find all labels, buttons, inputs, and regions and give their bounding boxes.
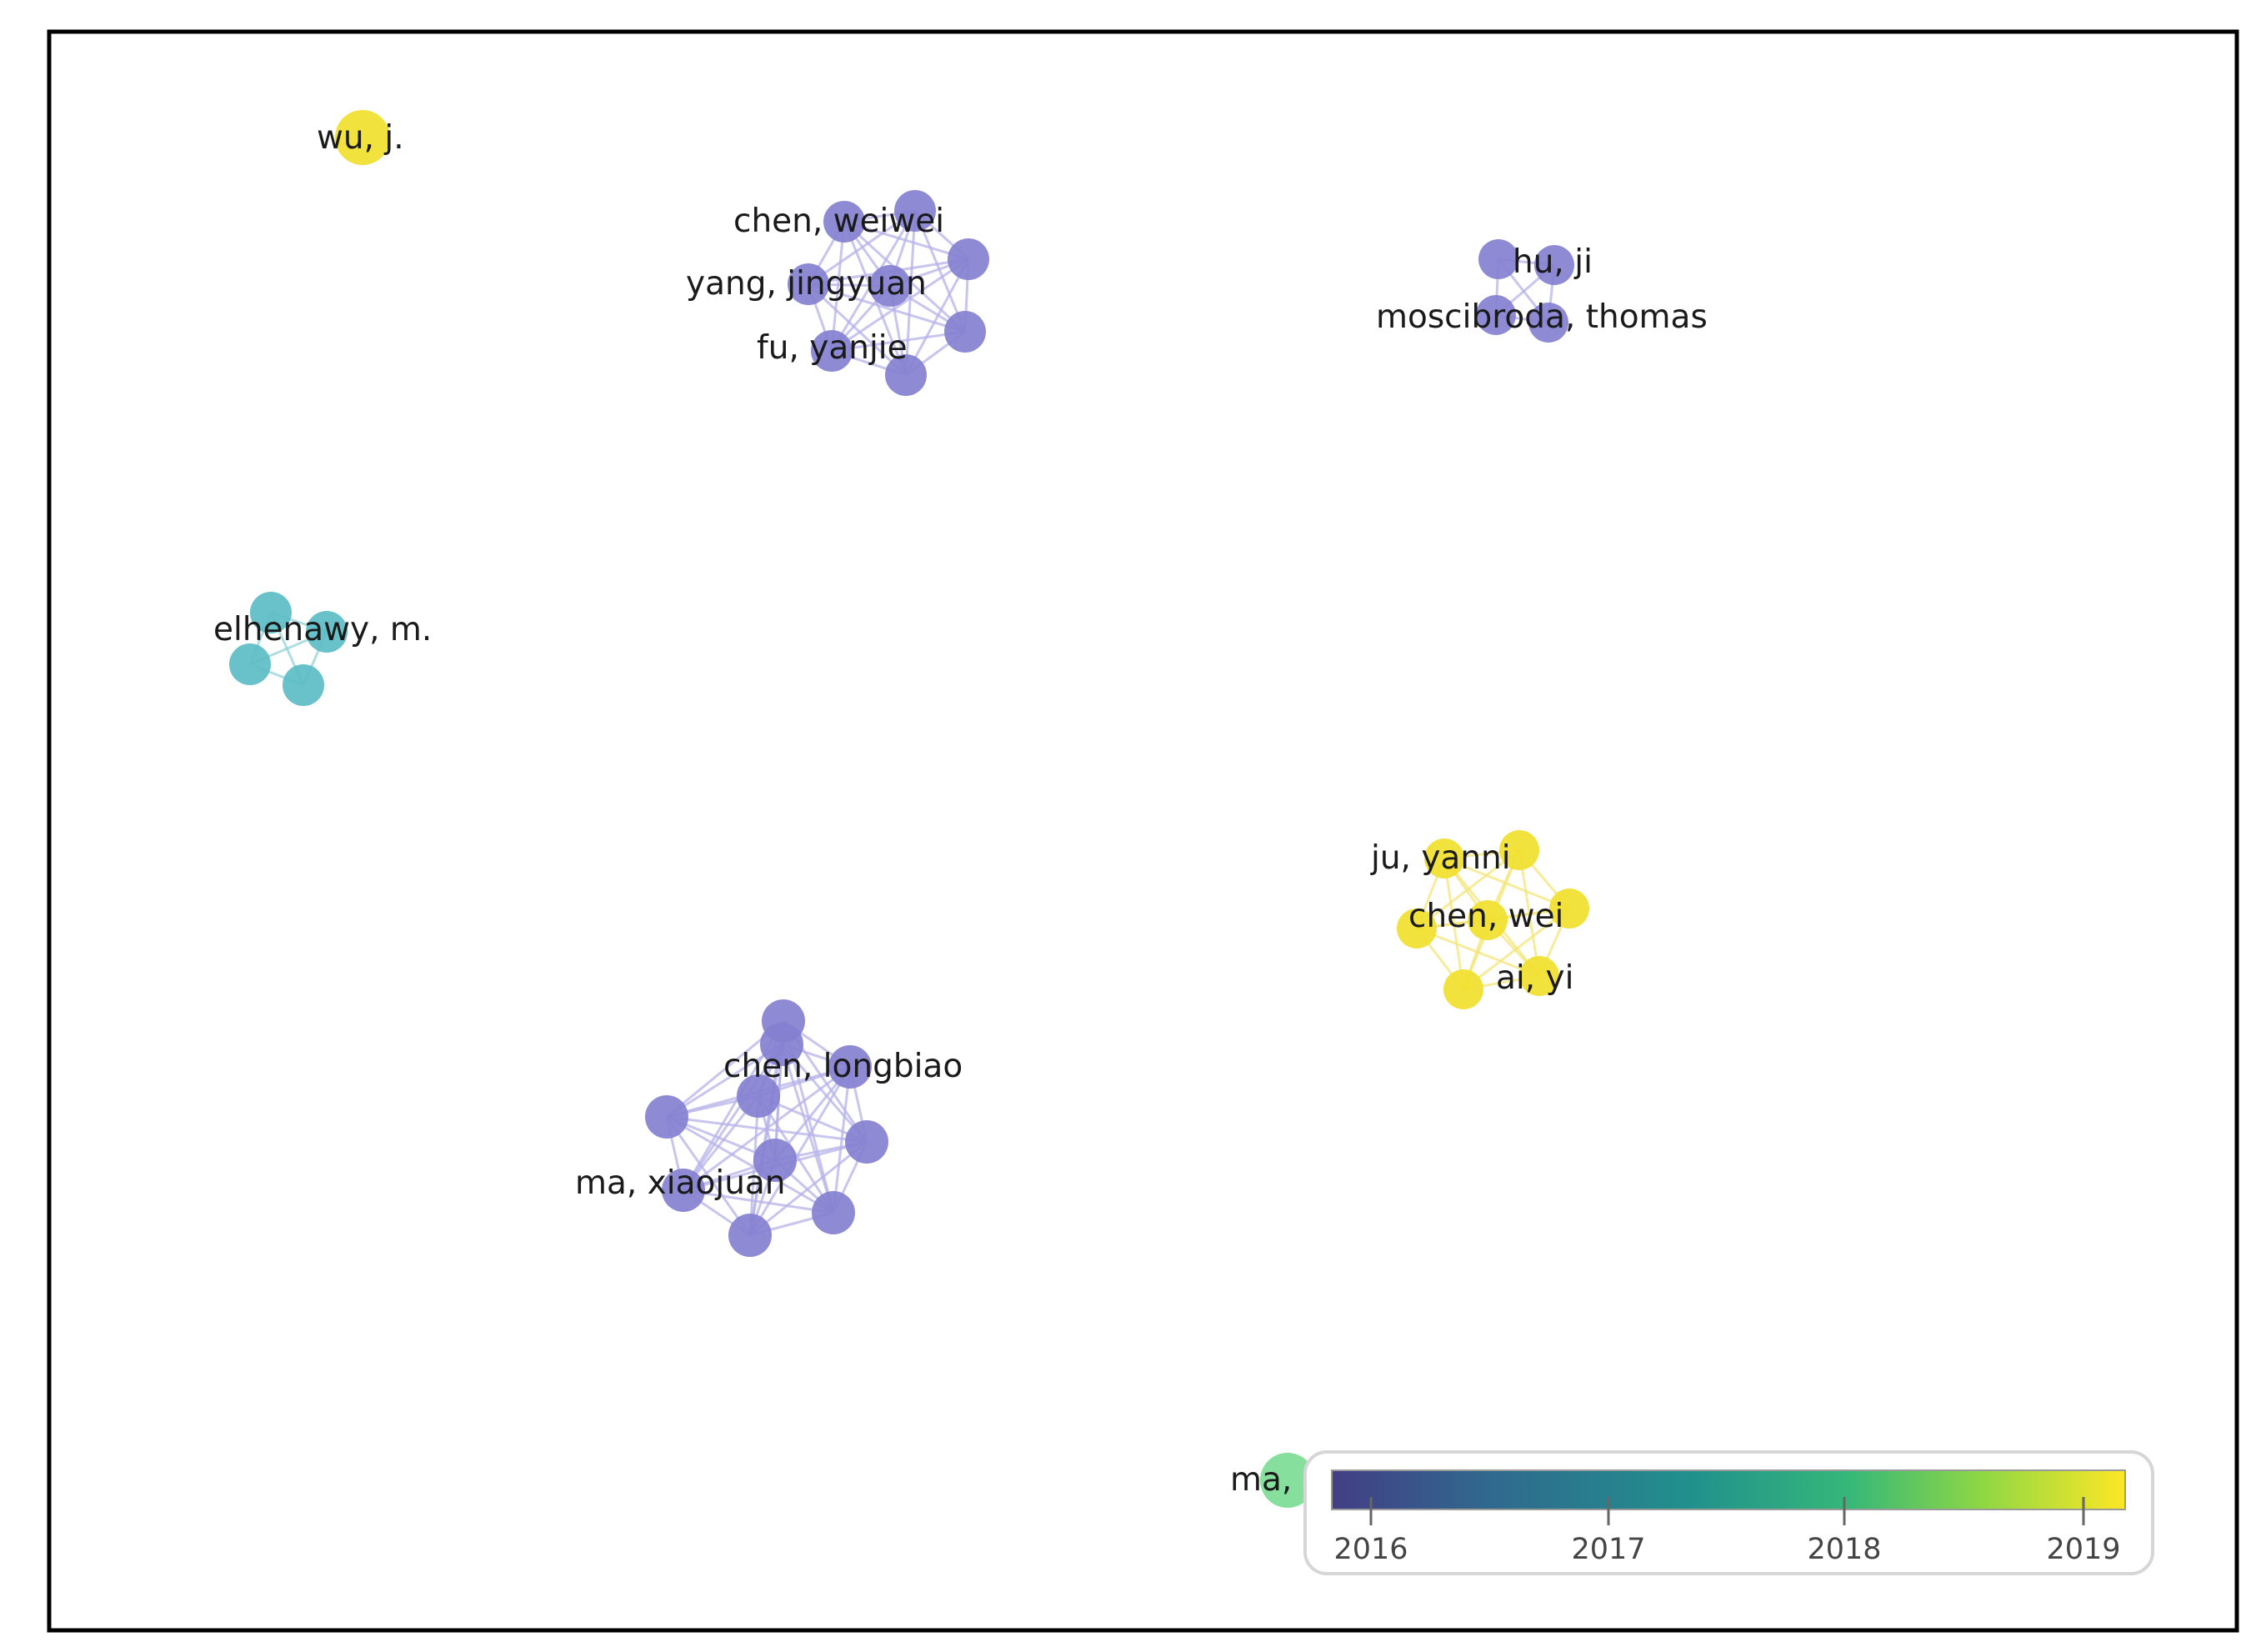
coauthor-link xyxy=(1463,907,1570,991)
node-weiwei-cluster[interactable] xyxy=(948,238,989,280)
node-label-ma-xiaojuan[interactable]: ma, xiaojuan xyxy=(575,1164,786,1202)
node-longbiao-cluster[interactable] xyxy=(645,1095,688,1139)
node-label-ju-yanni[interactable]: ju, yanni xyxy=(1370,839,1511,877)
node-ma-x[interactable] xyxy=(1260,1453,1315,1508)
node-chenwei-cluster[interactable] xyxy=(1468,900,1508,940)
year-legend: 2016 2017 2018 2019 xyxy=(1303,1450,2154,1575)
coauthor-link xyxy=(1416,849,1520,930)
coauthor-link xyxy=(666,1115,834,1214)
node-hu-cluster[interactable] xyxy=(1476,295,1516,335)
coauthor-link xyxy=(904,210,917,376)
node-elhenawy-cluster[interactable] xyxy=(250,592,292,633)
coauthor-link xyxy=(748,1066,852,1236)
node-longbiao-cluster[interactable] xyxy=(762,999,805,1043)
node-label-chen-longbiao[interactable]: chen, longbiao xyxy=(723,1048,963,1085)
node-label-elhenawy-m[interactable]: elhenawy, m. xyxy=(213,611,432,648)
node-chenwei-cluster[interactable] xyxy=(1443,969,1483,1009)
coauthor-link xyxy=(913,210,967,333)
node-label-moscibroda-thomas[interactable]: moscibroda, thomas xyxy=(1376,298,1708,336)
node-label-fu-yanjie[interactable]: fu, yanjie xyxy=(757,329,908,367)
node-label-wu-j[interactable]: wu, j. xyxy=(317,119,404,157)
node-weiwei-cluster[interactable] xyxy=(788,263,829,305)
node-longbiao-cluster[interactable] xyxy=(812,1191,855,1234)
coauthor-link xyxy=(1416,927,1540,978)
coauthor-link xyxy=(683,1189,834,1214)
node-longbiao-cluster[interactable] xyxy=(728,1214,772,1257)
plot-frame xyxy=(47,29,2239,1633)
node-longbiao-cluster[interactable] xyxy=(845,1120,888,1164)
colorbar xyxy=(1331,1469,2126,1510)
coauthor-link xyxy=(831,330,966,353)
node-weiwei-cluster[interactable] xyxy=(894,190,936,232)
node-label-ai-yi[interactable]: ai, yi xyxy=(1496,959,1573,997)
node-weiwei-cluster[interactable] xyxy=(823,201,865,243)
colorbar-tick-label: 2016 xyxy=(1333,1533,1408,1566)
node-chenwei-cluster[interactable] xyxy=(1424,839,1464,879)
node-elhenawy-cluster[interactable] xyxy=(229,643,271,685)
node-chenwei-cluster[interactable] xyxy=(1499,830,1539,870)
coauthor-link xyxy=(831,258,969,353)
coauthor-link xyxy=(808,209,916,286)
node-hu-cluster[interactable] xyxy=(1528,303,1568,343)
node-label-chen-weiwei[interactable]: chen, weiwei xyxy=(733,203,944,240)
node-elhenawy-cluster[interactable] xyxy=(283,664,324,706)
node-label-yang-jingyuan[interactable]: yang, jingyuan xyxy=(686,265,927,303)
colorbar-tick-label: 2018 xyxy=(1807,1533,1881,1566)
colorbar-tick-label: 2019 xyxy=(2046,1533,2120,1566)
node-longbiao-cluster[interactable] xyxy=(753,1139,797,1182)
node-weiwei-cluster[interactable] xyxy=(885,354,927,396)
coauthor-link xyxy=(904,258,970,376)
node-weiwei-cluster[interactable] xyxy=(869,265,911,307)
node-layer xyxy=(229,110,1589,1508)
node-hu-cluster[interactable] xyxy=(1534,245,1574,285)
coauthor-link xyxy=(808,283,966,333)
coauthor-link xyxy=(665,1116,752,1236)
coauthor-link xyxy=(830,221,846,352)
node-chenwei-cluster[interactable] xyxy=(1519,956,1559,996)
node-wu-j[interactable] xyxy=(335,110,390,165)
node-elhenawy-cluster[interactable] xyxy=(306,611,348,653)
coauthor-link xyxy=(780,1044,835,1214)
node-weiwei-cluster[interactable] xyxy=(944,311,986,353)
node-longbiao-cluster[interactable] xyxy=(662,1169,705,1212)
cluster-weiwei-links xyxy=(807,209,970,377)
node-chenwei-cluster[interactable] xyxy=(1397,909,1437,949)
coauthor-link xyxy=(807,283,908,377)
node-weiwei-cluster[interactable] xyxy=(811,330,853,372)
node-hu-cluster[interactable] xyxy=(1478,239,1518,279)
node-label-hu-ji[interactable]: hu, ji xyxy=(1513,243,1593,281)
node-label-chen-wei[interactable]: chen, wei xyxy=(1408,898,1563,935)
colorbar-tick-label: 2017 xyxy=(1571,1533,1645,1566)
node-chenwei-cluster[interactable] xyxy=(1549,889,1589,929)
node-longbiao-cluster[interactable] xyxy=(737,1074,780,1118)
node-longbiao-cluster[interactable] xyxy=(828,1045,872,1089)
